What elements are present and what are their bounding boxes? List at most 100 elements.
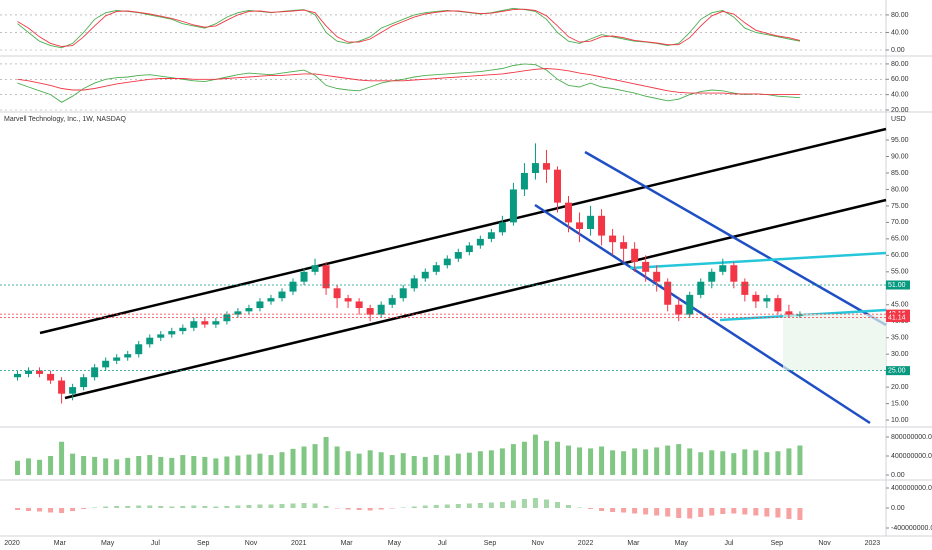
bar bbox=[709, 450, 715, 476]
bar bbox=[389, 508, 395, 509]
candle-body bbox=[432, 265, 440, 272]
candle-body bbox=[212, 321, 220, 325]
x-tick-label: 2023 bbox=[865, 540, 881, 547]
bar bbox=[301, 446, 307, 476]
y-tick-label: 90.00 bbox=[891, 153, 909, 160]
x-tick-label: Jul bbox=[151, 540, 160, 547]
bar bbox=[279, 504, 285, 508]
candle-body bbox=[697, 281, 705, 295]
candle-body bbox=[267, 298, 275, 302]
candle-body bbox=[421, 271, 429, 279]
bar bbox=[687, 448, 693, 476]
bar bbox=[59, 508, 65, 513]
candle-body bbox=[58, 380, 66, 394]
bar bbox=[676, 508, 682, 518]
candle-body bbox=[553, 169, 561, 203]
bar bbox=[433, 505, 439, 508]
candle-body bbox=[620, 242, 628, 249]
candle-body bbox=[388, 298, 396, 305]
bar bbox=[753, 450, 759, 476]
candle-body bbox=[245, 308, 253, 312]
bar bbox=[147, 505, 153, 508]
y-tick-label: 10.00 bbox=[891, 417, 909, 424]
bar bbox=[400, 453, 406, 476]
bar bbox=[786, 508, 792, 519]
bar bbox=[797, 508, 803, 520]
bar bbox=[554, 441, 560, 476]
bar bbox=[577, 507, 583, 508]
candle-body bbox=[675, 304, 683, 315]
bar bbox=[114, 459, 120, 476]
candle-body bbox=[168, 331, 176, 335]
y-tick-label: 80.00 bbox=[891, 61, 909, 68]
candle-body bbox=[708, 271, 716, 282]
bar bbox=[554, 502, 560, 508]
y-tick-label: 20.00 bbox=[891, 107, 909, 114]
bar bbox=[422, 505, 428, 508]
bar bbox=[566, 445, 572, 476]
bar bbox=[599, 508, 605, 511]
candle-body bbox=[785, 311, 793, 315]
bar bbox=[367, 508, 373, 511]
bar bbox=[290, 448, 296, 476]
x-tick-label: 2021 bbox=[291, 540, 307, 547]
bar bbox=[643, 449, 649, 476]
bar bbox=[521, 499, 527, 508]
bar bbox=[532, 434, 538, 476]
bar bbox=[312, 444, 318, 476]
price-tag bbox=[886, 312, 910, 322]
bar bbox=[257, 453, 263, 476]
indicator-line bbox=[17, 68, 800, 96]
y-tick-label: 15.00 bbox=[891, 400, 909, 407]
bar bbox=[499, 448, 505, 476]
x-tick-label: May bbox=[388, 540, 402, 547]
bar bbox=[532, 498, 538, 508]
y-tick-label: 60.00 bbox=[891, 76, 909, 83]
bar bbox=[235, 455, 241, 476]
price-tag bbox=[886, 280, 910, 290]
x-tick-label: Jul bbox=[438, 540, 447, 547]
trend-lines bbox=[39, 127, 887, 425]
bar bbox=[610, 508, 616, 512]
candle-body bbox=[179, 327, 187, 332]
candle-body bbox=[366, 308, 374, 315]
bar bbox=[720, 508, 726, 514]
indicator-line bbox=[17, 7, 800, 49]
bar bbox=[411, 455, 417, 476]
bar bbox=[510, 500, 516, 508]
candle-body bbox=[344, 298, 352, 302]
price-tag-label: 41.14 bbox=[888, 314, 906, 321]
x-tick-label: 2020 bbox=[4, 540, 20, 547]
bar bbox=[753, 508, 759, 516]
bar bbox=[543, 499, 549, 508]
bar bbox=[235, 505, 241, 508]
bar bbox=[125, 506, 131, 508]
candle-body bbox=[631, 248, 639, 262]
bar bbox=[81, 455, 87, 476]
bar bbox=[742, 508, 748, 515]
candle-body bbox=[653, 271, 661, 282]
bar bbox=[455, 504, 461, 508]
y-tick-label: 0.00 bbox=[891, 505, 905, 512]
price-tag-label: 51.00 bbox=[888, 282, 906, 289]
x-tick-label: Sep bbox=[771, 540, 784, 547]
bar bbox=[367, 450, 373, 476]
y-tick-label: 80.00 bbox=[891, 12, 909, 19]
bar bbox=[477, 451, 483, 476]
bar bbox=[786, 448, 792, 476]
bar bbox=[180, 455, 186, 476]
candle-body bbox=[476, 238, 484, 246]
trend-line bbox=[64, 198, 887, 400]
bar bbox=[103, 506, 109, 508]
panel-separators bbox=[0, 0, 932, 537]
indicator-line bbox=[17, 63, 800, 103]
candle-body bbox=[565, 202, 573, 223]
target-box bbox=[783, 314, 886, 370]
candle-body bbox=[47, 373, 55, 381]
candle-body bbox=[410, 278, 418, 289]
bar bbox=[764, 508, 770, 517]
bar bbox=[422, 456, 428, 476]
bar bbox=[566, 505, 572, 508]
bar bbox=[444, 504, 450, 508]
